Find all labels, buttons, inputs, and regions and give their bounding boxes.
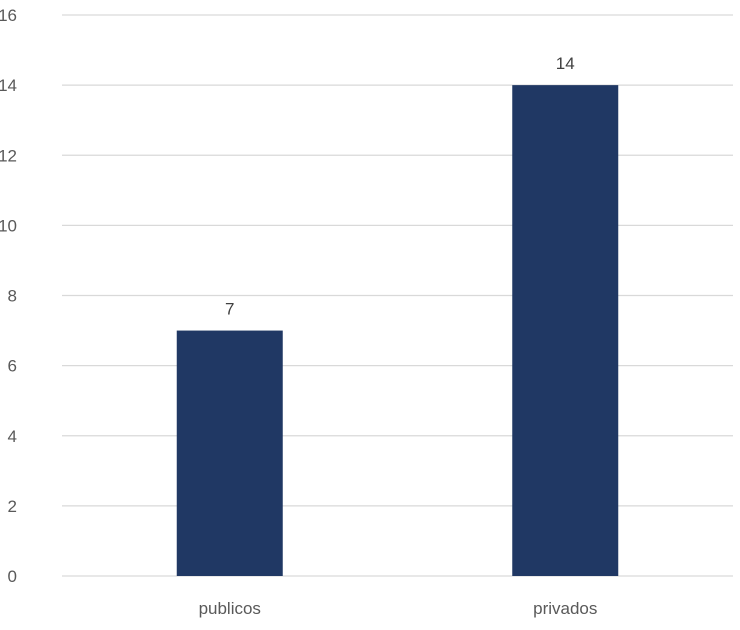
y-axis-ticks: 0 2 4 6 8 10 12 14 16 [0, 6, 17, 586]
y-tick-label: 6 [8, 357, 17, 376]
y-tick-label: 12 [0, 146, 17, 165]
y-tick-label: 16 [0, 6, 17, 25]
y-tick-label: 14 [0, 76, 17, 95]
data-labels: 7 14 [225, 54, 575, 318]
bar-publicos [176, 330, 283, 576]
bar-privados [512, 85, 619, 576]
y-tick-label: 8 [8, 287, 17, 306]
data-label-privados: 14 [556, 54, 575, 73]
x-axis-ticks: publicos privados [199, 599, 598, 618]
y-tick-label: 2 [8, 497, 17, 516]
gridlines [62, 14, 733, 577]
bars [176, 85, 619, 576]
x-tick-label-privados: privados [533, 599, 597, 618]
y-tick-label: 10 [0, 216, 17, 235]
y-tick-label: 0 [8, 567, 17, 586]
y-tick-label: 4 [8, 427, 17, 446]
x-tick-label-publicos: publicos [199, 599, 261, 618]
data-label-publicos: 7 [225, 300, 234, 319]
